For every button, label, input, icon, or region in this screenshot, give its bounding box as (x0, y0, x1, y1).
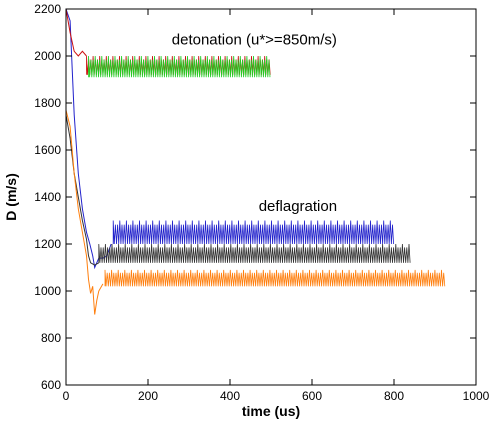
x-tick-label: 1000 (463, 389, 490, 403)
series-3-transition (65, 109, 104, 315)
y-tick-label: 600 (41, 378, 61, 392)
y-tick-label: 2200 (34, 2, 61, 16)
x-axis-label: time (us) (242, 403, 300, 419)
series-5 (88, 55, 271, 78)
y-tick-label: 800 (41, 331, 61, 345)
series-2-oscillation (98, 243, 411, 263)
series-3 (65, 109, 446, 315)
x-tick-label: 0 (63, 389, 70, 403)
y-tick-label: 2000 (34, 49, 61, 63)
series-2 (65, 114, 411, 266)
x-tick-label: 400 (220, 389, 240, 403)
x-tick-label: 800 (384, 389, 404, 403)
y-axis-label: D (m/s) (3, 173, 19, 220)
series-5-oscillation (88, 55, 271, 78)
y-tick-label: 1200 (34, 237, 61, 251)
y-tick-label: 1400 (34, 190, 61, 204)
annotation-detonation: detonation (u*>=850m/s) (172, 31, 337, 48)
annotation-deflagration: deflagration (259, 198, 337, 215)
x-tick-label: 200 (138, 389, 158, 403)
series-1-oscillation (112, 220, 394, 245)
series-layer (65, 8, 446, 315)
y-tick-label: 1000 (34, 284, 61, 298)
x-tick-label: 600 (302, 389, 322, 403)
tick-layer: 0 200 400 600 800 1000 600 800 1000 1200 1400 1600 1… (34, 2, 489, 403)
y-tick-label: 1800 (34, 96, 61, 110)
series-3-oscillation (104, 269, 446, 287)
series-1-transition (65, 8, 112, 270)
y-tick-label: 1600 (34, 143, 61, 157)
series-4-transition (65, 8, 87, 57)
series-2-transition (65, 114, 100, 266)
series-1 (65, 8, 394, 270)
